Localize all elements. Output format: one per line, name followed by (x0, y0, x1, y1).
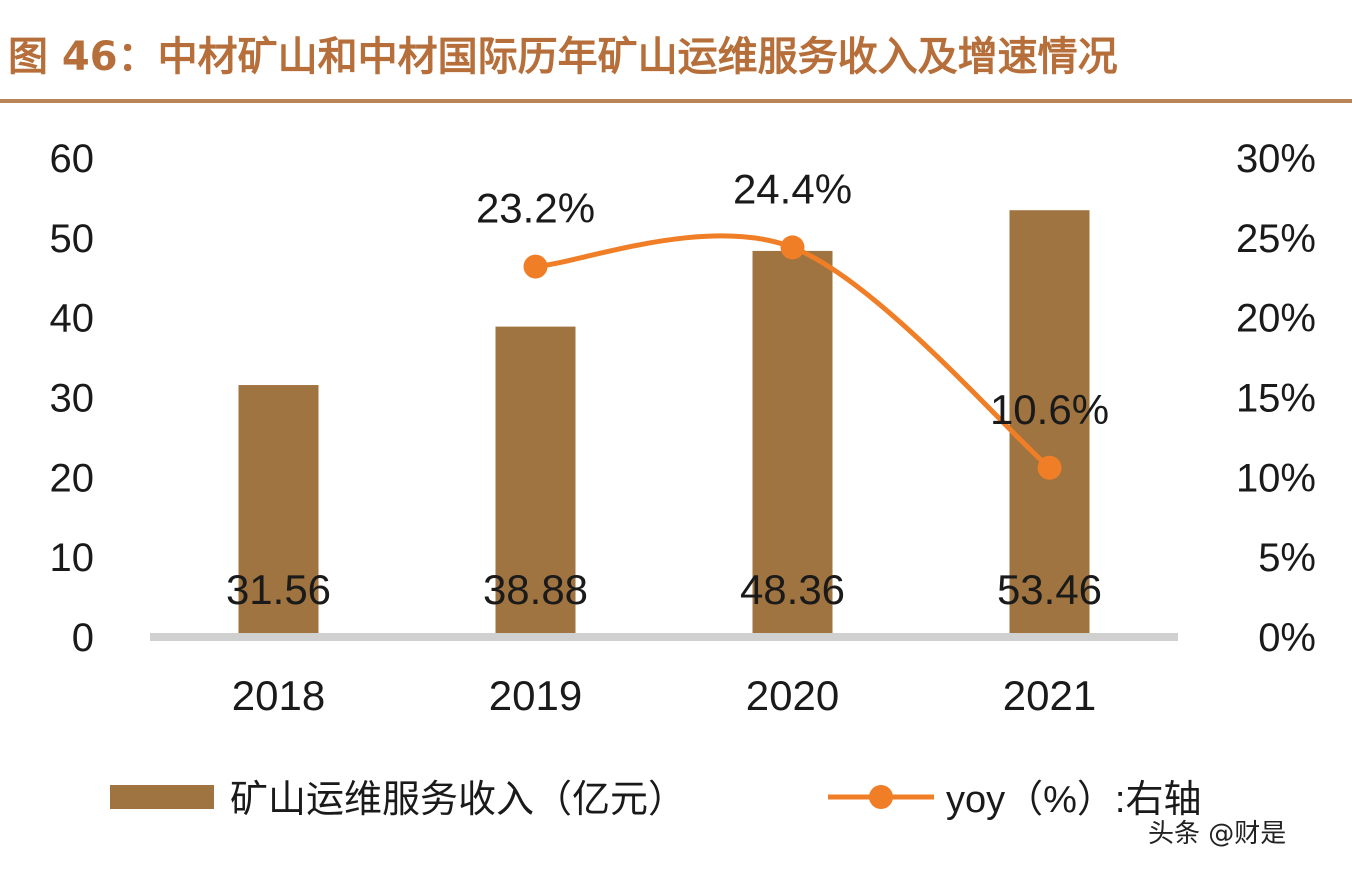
x-axis-labels: 2018 2019 2020 2021 (232, 672, 1096, 719)
left-tick-label: 60 (50, 137, 95, 181)
left-axis: 0 10 20 30 40 50 60 (50, 137, 95, 660)
yoy-value-label: 24.4% (733, 165, 852, 212)
legend-bar-swatch (110, 785, 214, 809)
watermark: 头条 @财是 (1148, 819, 1286, 849)
x-tick-label: 2020 (746, 672, 839, 719)
left-tick-label: 20 (50, 456, 95, 500)
bar-series (238, 210, 1090, 637)
yoy-point (1037, 455, 1062, 480)
right-tick-label: 0% (1258, 616, 1316, 660)
yoy-point (780, 235, 805, 260)
right-tick-label: 30% (1236, 137, 1316, 181)
yoy-value-label: 23.2% (476, 185, 595, 232)
right-tick-label: 10% (1236, 456, 1316, 500)
bar-value-label: 31.56 (226, 566, 331, 613)
bar (752, 250, 833, 637)
x-axis-line (150, 633, 1178, 641)
right-tick-label: 5% (1258, 536, 1316, 580)
yoy-line-series: 23.2% 24.4% 10.6% (476, 165, 1109, 480)
bar (1009, 210, 1090, 637)
legend-line-label: yoy（%）:右轴 (946, 779, 1201, 821)
legend: 矿山运维服务收入（亿元） yoy（%）:右轴 (110, 779, 1201, 821)
bar-value-label: 53.46 (997, 566, 1102, 613)
right-tick-label: 15% (1236, 377, 1316, 421)
bar-value-label: 38.88 (483, 566, 588, 613)
left-tick-label: 10 (50, 536, 95, 580)
x-tick-label: 2021 (1003, 672, 1096, 719)
title-rule (0, 99, 1352, 103)
yoy-point (523, 254, 548, 279)
x-tick-label: 2018 (232, 672, 325, 719)
bar (238, 385, 319, 637)
left-tick-label: 30 (50, 377, 95, 421)
right-tick-label: 25% (1236, 217, 1316, 261)
bar-value-labels: 31.56 38.88 48.36 53.46 (226, 566, 1102, 613)
right-tick-label: 20% (1236, 297, 1316, 341)
x-tick-label: 2019 (489, 672, 582, 719)
legend-bar-label: 矿山运维服务收入（亿元） (230, 779, 686, 821)
bar (495, 326, 576, 637)
left-tick-label: 0 (72, 616, 94, 660)
left-tick-label: 50 (50, 217, 95, 261)
legend-line-marker (869, 785, 893, 809)
chart-title: 图 46：中材矿山和中材国际历年矿山运维服务收入及增速情况 (8, 34, 1118, 80)
bar-value-label: 48.36 (740, 566, 845, 613)
right-axis: 0% 5% 10% 15% 20% 25% 30% (1236, 137, 1316, 660)
yoy-value-label: 10.6% (990, 386, 1109, 433)
left-tick-label: 40 (50, 297, 95, 341)
